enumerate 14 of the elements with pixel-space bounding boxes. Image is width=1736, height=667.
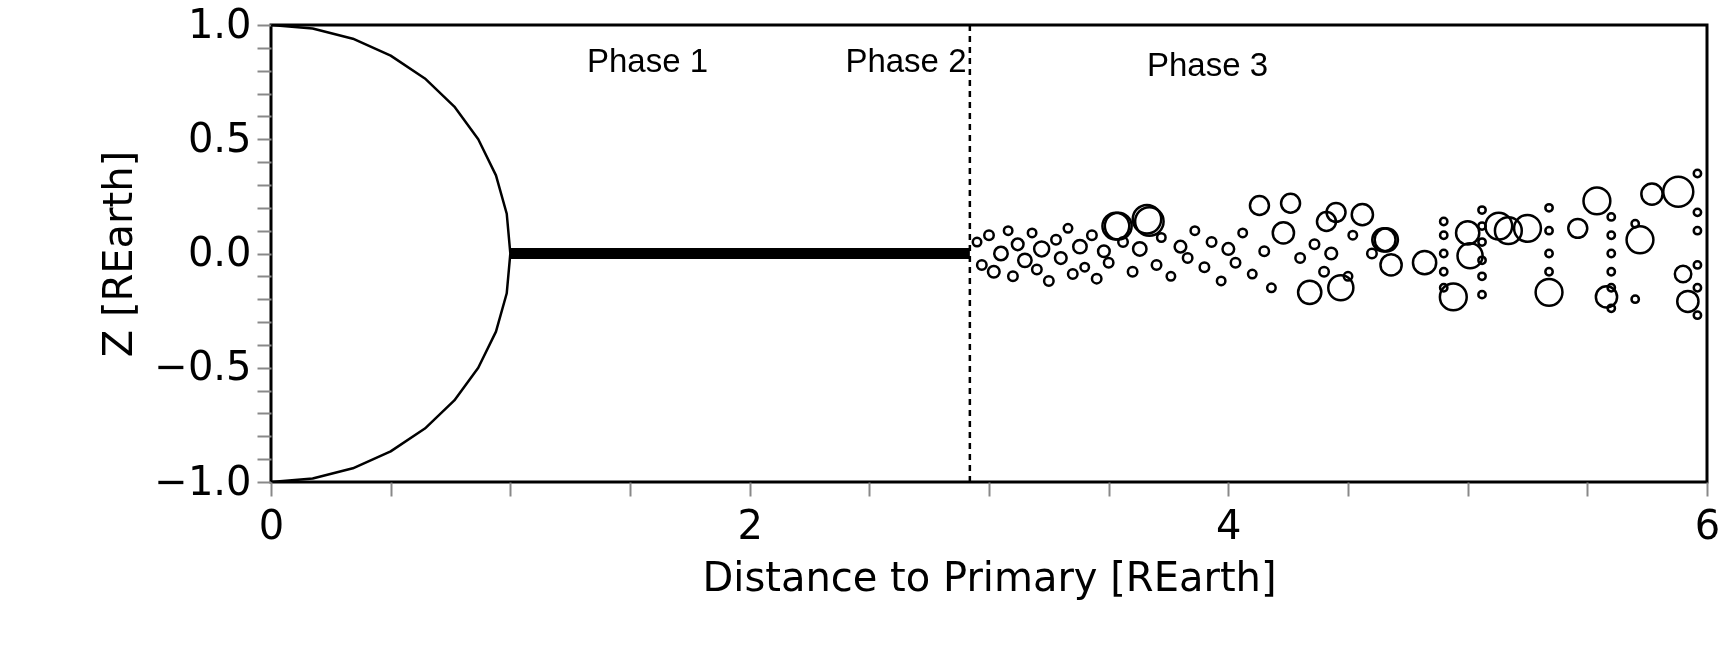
y-tick-label: −0.5 xyxy=(154,343,252,390)
x-axis-title: Distance to Primary [REarth] xyxy=(702,553,1277,600)
y-tick-label: 0.5 xyxy=(187,114,252,161)
y-tick-label: 0.0 xyxy=(187,229,252,275)
x-tick-label: 2 xyxy=(737,501,763,548)
annotation: Phase 2 xyxy=(845,41,967,79)
x-tick-label: 4 xyxy=(1216,501,1242,548)
y-tick-label: −1.0 xyxy=(154,457,252,504)
annotation: Phase 3 xyxy=(1146,46,1269,84)
x-tick-label: 0 xyxy=(258,501,285,548)
annotation: Phase 1 xyxy=(586,41,709,79)
y-tick-label: 1.0 xyxy=(187,0,252,47)
x-tick-label: 6 xyxy=(1694,501,1721,548)
y-axis-title: Z [REarth] xyxy=(95,150,142,358)
